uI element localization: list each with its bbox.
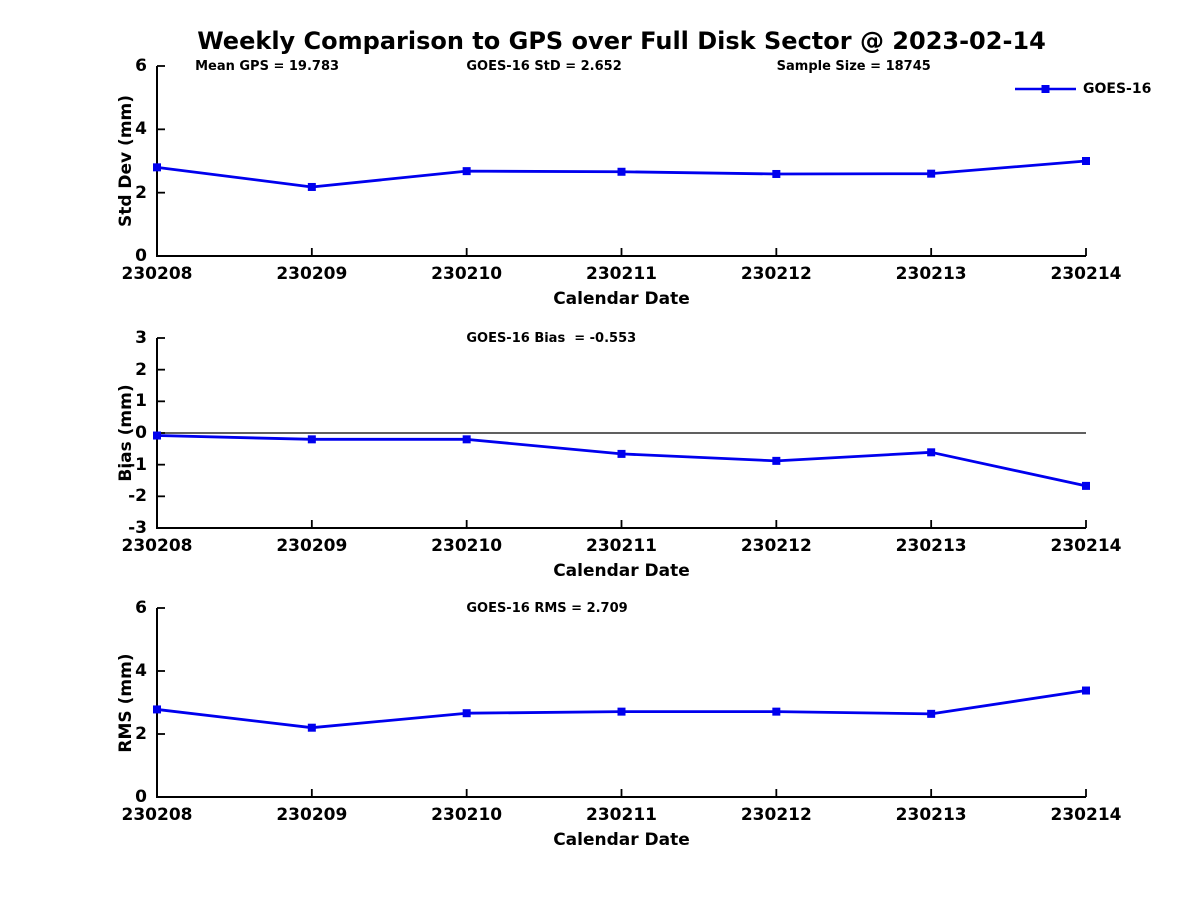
subplot-3-rms-data-marker-230209 [307,723,316,732]
subplot-1-stddev-y-tick-label-2: 2 [135,182,147,203]
subplot-2-bias-y-tick-label-0: 0 [135,423,147,443]
subplot-1-stddev-y-tick-label-0: 0 [135,246,147,266]
subplot-2-bias-y-tick-label-1: 1 [135,391,147,412]
subplot-2-bias-y-tick-label--3: -3 [128,518,147,538]
subplot-3-rms-x-tick-label-230209: 230209 [276,805,348,825]
subplot-1-stddev-data-marker-230208 [153,163,161,172]
subplot-1-stddev-x-tick-label-230209: 230209 [276,264,348,284]
subplot-3-rms-x-tick-label-230213: 230213 [895,805,967,825]
subplot-3-rms-axes [156,608,1086,798]
subplot-3-rms-y-tick-label-0: 0 [135,787,147,807]
legend-marker [1041,85,1050,93]
figure-title: Weekly Comparison to GPS over Full Disk … [197,27,1046,55]
subplot-2-bias-data-line [156,434,1087,488]
subplot-3-rms-x-tick-label-230212: 230212 [740,805,812,825]
subplot-3-rms-x-axis-label: Calendar Date [553,830,690,850]
subplot-1-stddev-axes [156,66,1086,257]
subplot-1-stddev-data-marker-230209 [307,182,316,191]
subplot-2-bias-y-tick-label-3: 3 [135,328,147,348]
subplot-3-rms-y-tick-label-4: 4 [135,661,147,681]
subplot-3-rms-data-marker-230214 [1082,686,1090,695]
subplot-3-rms-x-tick-label-230208: 230208 [121,805,193,825]
subplot-3-rms-data-marker-230208 [153,705,161,714]
subplot-2-bias-x-tick-label-230213: 230213 [895,536,967,556]
subplot-1-stddev-data-marker-230212 [772,169,781,178]
subplot-2-bias-x-tick-label-230208: 230208 [121,536,193,556]
subplot-3-rms-y-axis-label: RMS (mm) [116,652,136,753]
subplot-1-stddev-y-tick-label-6: 6 [135,56,147,76]
subplot-1-stddev-x-tick-label-230208: 230208 [121,264,193,284]
subplot-1-stddev-x-tick-label-230214: 230214 [1050,264,1122,284]
subplot-1-stddev-annotation-3: Sample Size = 18745 [776,59,931,74]
subplot-2-bias-y-tick-label--1: -1 [128,454,147,475]
subplot-3-rms-data-marker-230212 [772,707,781,716]
subplot-2-bias-x-tick-label-230211: 230211 [586,536,657,556]
subplot-1-stddev-data-marker-230213 [927,169,936,178]
subplot-1-stddev-x-tick-label-230213: 230213 [895,264,967,284]
subplot-1-stddev-y-axis-label: Std Dev (mm) [116,94,136,228]
subplot-3-rms-x-tick-label-230211: 230211 [586,805,657,825]
subplot-1-stddev-annotation-2: GOES-16 StD = 2.652 [466,59,622,74]
subplot-2-bias-x-tick-label-230214: 230214 [1050,536,1122,556]
subplot-3-rms-y-tick-label-2: 2 [135,724,147,744]
subplot-2-bias-data-marker-230208 [153,431,161,440]
subplot-2-bias-y-tick-label--2: -2 [128,486,147,507]
subplot-3-rms-x-tick-label-230214: 230214 [1050,805,1122,825]
subplot-2-bias-data-marker-230213 [927,448,936,457]
subplot-3-rms-annotation-1: GOES-16 RMS = 2.709 [466,601,628,616]
subplot-3-rms-data-marker-230213 [927,709,936,718]
subplot-2-bias-annotation-1: GOES-16 Bias = -0.553 [466,331,637,346]
subplot-2-bias-data-marker-230209 [307,435,316,444]
subplot-1-stddev-x-tick-label-230212: 230212 [740,264,812,284]
subplot-2-bias-y-axis-label: Bias (mm) [116,384,136,482]
subplot-3-rms-data-marker-230210 [462,709,471,718]
subplot-2-bias-x-axis-label: Calendar Date [553,561,690,581]
subplot-1-stddev-x-tick-label-230211: 230211 [586,264,657,284]
subplot-1-stddev-annotation-1: Mean GPS = 19.783 [195,59,340,74]
subplot-2-bias-y-tick-label-2: 2 [135,359,147,380]
subplot-2-bias-data-marker-230212 [772,456,781,465]
legend-label: GOES-16 [1083,81,1152,97]
subplot-1-stddev-data-marker-230211 [617,167,626,176]
subplot-2-bias-x-tick-label-230212: 230212 [740,536,812,556]
subplot-3-rms-data-marker-230211 [617,707,626,716]
subplot-1-stddev-data-marker-230214 [1082,157,1090,165]
subplot-1-stddev-x-tick-label-230210: 230210 [431,264,503,284]
subplot-2-bias-data-marker-230211 [617,449,626,458]
subplot-2-bias-x-tick-label-230209: 230209 [276,536,348,556]
subplot-3-rms-y-tick-label-6: 6 [135,598,147,618]
subplot-1-stddev-x-axis-label: Calendar Date [553,289,690,309]
subplot-1-stddev-y-tick-label-4: 4 [135,119,147,140]
subplot-1-stddev-data-marker-230210 [462,167,471,176]
subplot-2-bias-data-marker-230210 [462,435,471,444]
subplot-2-bias-x-tick-label-230210: 230210 [431,536,503,556]
subplot-3-rms-x-tick-label-230210: 230210 [431,805,503,825]
subplot-2-bias-data-marker-230214 [1082,481,1090,490]
